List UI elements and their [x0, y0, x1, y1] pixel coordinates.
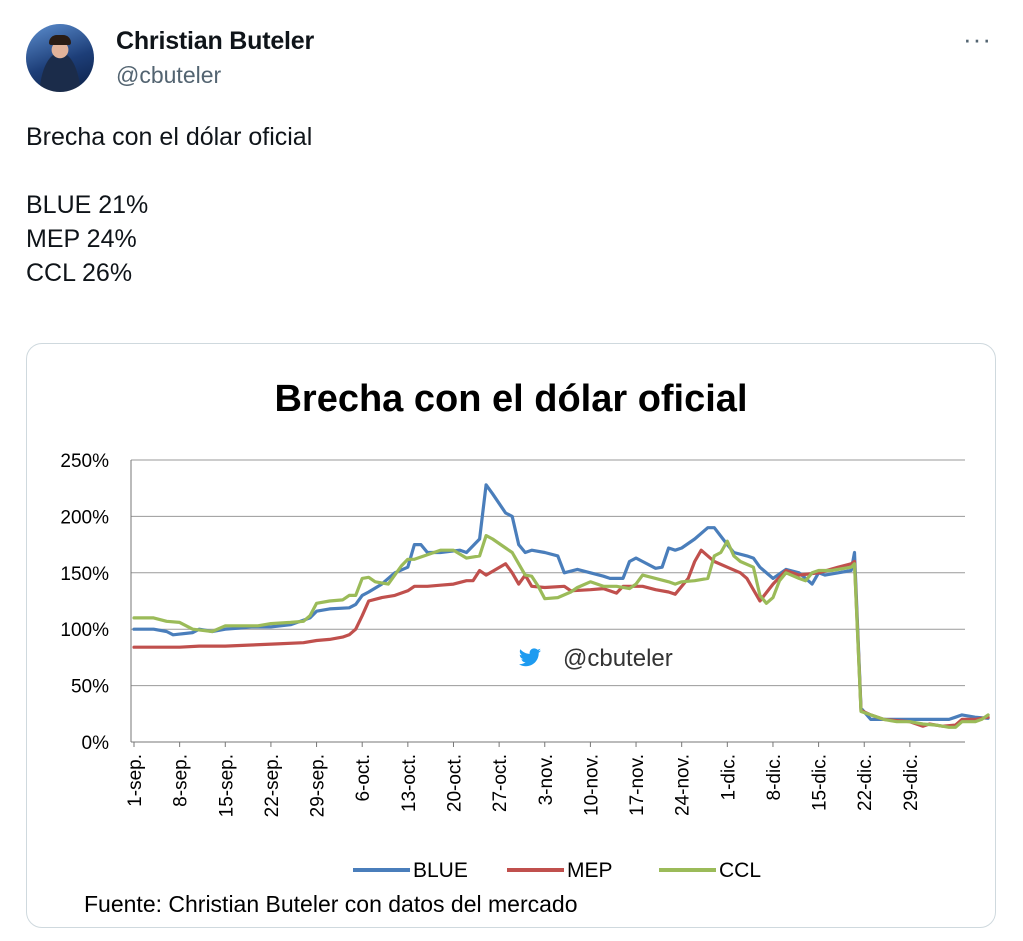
legend-label-ccl: CCL: [719, 859, 761, 882]
chart-legend: BLUE MEP CCL: [353, 859, 761, 882]
author-name[interactable]: Christian Buteler: [116, 27, 315, 55]
chart-series: [132, 483, 990, 729]
x-tick-label: 10-nov.: [581, 754, 602, 816]
y-tick-label: 250%: [60, 451, 109, 472]
x-tick-label: 1-sep.: [125, 754, 146, 807]
x-tick-label: 1-dic.: [718, 754, 739, 800]
y-tick-label: 100%: [60, 620, 109, 641]
tweet-text-line: [26, 154, 312, 188]
watermark: @cbuteler: [519, 645, 673, 672]
tweet-text: Brecha con el dólar oficial BLUE 21% MEP…: [26, 120, 312, 290]
x-tick-label: 22-sep.: [262, 754, 283, 817]
y-tick-label: 150%: [60, 564, 109, 585]
series-line-blue: [132, 483, 990, 721]
legend-label-blue: BLUE: [413, 859, 468, 882]
tweet-text-line: MEP 24%: [26, 225, 137, 253]
series-line-ccl: [132, 534, 990, 729]
x-tick-label: 27-oct.: [490, 754, 511, 812]
y-axis-ticks: 0% 50% 100% 150% 200% 250%: [60, 451, 109, 754]
x-tick-label: 29-dic.: [901, 754, 922, 811]
chart-svg: Brecha con el dólar oficial 0% 50% 100% 150…: [60, 378, 990, 917]
legend-label-mep: MEP: [567, 859, 613, 882]
twitter-bird-icon: [519, 648, 541, 667]
x-tick-label: 8-dic.: [764, 754, 785, 800]
x-tick-label: 17-nov.: [627, 754, 648, 816]
chart-source: Fuente: Christian Buteler con datos del …: [84, 891, 578, 917]
x-tick-label: 29-sep.: [308, 754, 329, 817]
avatar-hair: [49, 35, 71, 45]
x-tick-label: 22-dic.: [855, 754, 876, 811]
x-tick-label: 13-oct.: [399, 754, 420, 812]
y-tick-label: 50%: [71, 677, 109, 698]
y-tick-label: 200%: [60, 507, 109, 528]
x-axis-ticks: 1-sep. 8-sep. 15-sep. 22-sep. 29-sep. 6-oct. 1…: [125, 742, 922, 817]
x-tick-label: 3-nov.: [536, 754, 557, 805]
x-tick-label: 15-dic.: [810, 754, 831, 811]
chart-title: Brecha con el dólar oficial: [274, 378, 747, 420]
x-tick-label: 8-sep.: [171, 754, 192, 807]
x-tick-label: 24-nov.: [673, 754, 694, 816]
x-tick-label: 15-sep.: [216, 754, 237, 817]
tweet-text-line: BLUE 21%: [26, 191, 149, 219]
x-tick-label: 6-oct.: [353, 754, 374, 802]
author-avatar[interactable]: [26, 24, 94, 92]
watermark-handle: @cbuteler: [563, 645, 673, 672]
chart-grid: [130, 459, 965, 743]
more-options-icon[interactable]: ···: [963, 24, 992, 54]
y-tick-label: 0%: [82, 733, 110, 754]
tweet-text-line: Brecha con el dólar oficial: [26, 123, 313, 151]
author-handle[interactable]: @cbuteler: [116, 62, 222, 88]
tweet-text-line: CCL 26%: [26, 259, 133, 287]
x-tick-label: 20-oct.: [444, 754, 465, 812]
chart-image[interactable]: Brecha con el dólar oficial 0% 50% 100% 150…: [26, 343, 996, 928]
